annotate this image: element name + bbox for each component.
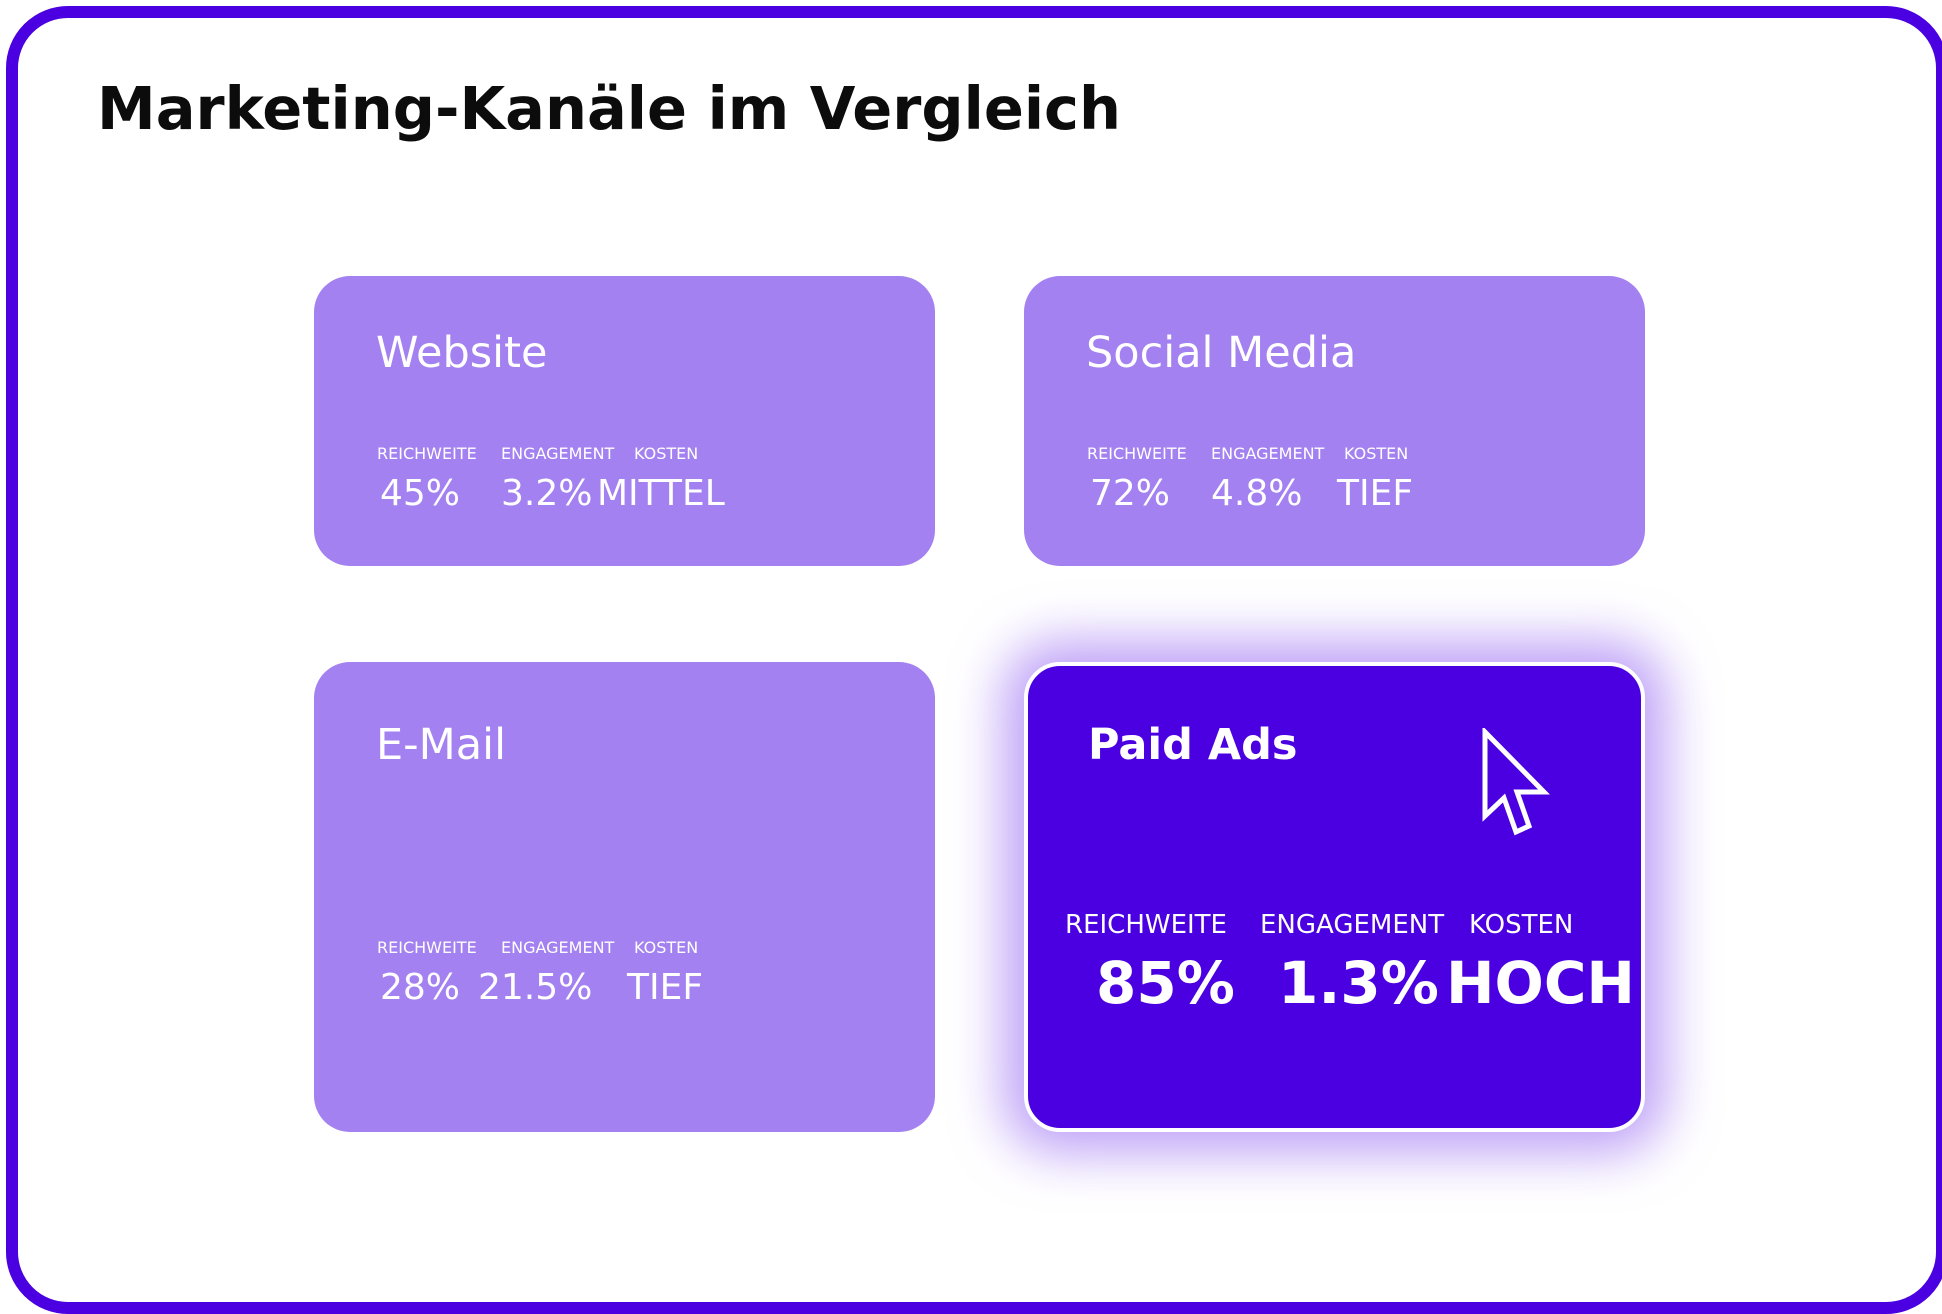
- channel-title: E-Mail: [376, 720, 507, 770]
- page-frame: [6, 6, 1942, 1314]
- reach-label: REICHWEITE: [377, 938, 477, 957]
- cost-label: KOSTEN: [634, 938, 699, 957]
- cost-value: TIEF: [1337, 473, 1414, 514]
- engagement-value: 3.2%: [501, 473, 593, 514]
- channel-card-email[interactable]: E-Mail REICHWEITE ENGAGEMENT KOSTEN 28% …: [314, 662, 935, 1132]
- reach-value: 45%: [380, 473, 461, 514]
- channel-title: Social Media: [1086, 328, 1357, 378]
- reach-value: 28%: [380, 967, 461, 1008]
- reach-label: REICHWEITE: [1087, 444, 1187, 463]
- reach-value: 85%: [1096, 949, 1235, 1017]
- engagement-label: ENGAGEMENT: [1260, 910, 1445, 940]
- reach-label: REICHWEITE: [1065, 910, 1227, 940]
- channel-card-paid-ads[interactable]: Paid Ads REICHWEITE ENGAGEMENT KOSTEN 85…: [1024, 662, 1645, 1132]
- page-title: Marketing-Kanäle im Vergleich: [97, 74, 1122, 143]
- cost-value: MITTEL: [597, 473, 725, 514]
- engagement-value: 4.8%: [1211, 473, 1303, 514]
- reach-label: REICHWEITE: [377, 444, 477, 463]
- cost-value: TIEF: [627, 967, 704, 1008]
- engagement-label: ENGAGEMENT: [501, 938, 615, 957]
- cost-label: KOSTEN: [1344, 444, 1409, 463]
- cost-label: KOSTEN: [634, 444, 699, 463]
- cost-label: KOSTEN: [1469, 910, 1574, 940]
- engagement-label: ENGAGEMENT: [1211, 444, 1325, 463]
- channel-title: Paid Ads: [1088, 720, 1298, 770]
- cost-value: HOCH: [1446, 949, 1635, 1017]
- engagement-value: 1.3%: [1278, 949, 1439, 1017]
- channel-card-website[interactable]: Website REICHWEITE ENGAGEMENT KOSTEN 45%…: [314, 276, 935, 566]
- engagement-label: ENGAGEMENT: [501, 444, 615, 463]
- channel-title: Website: [376, 328, 548, 378]
- mouse-cursor-icon: [1482, 728, 1550, 836]
- reach-value: 72%: [1090, 473, 1171, 514]
- channel-card-social-media[interactable]: Social Media REICHWEITE ENGAGEMENT KOSTE…: [1024, 276, 1645, 566]
- engagement-value: 21.5%: [478, 967, 593, 1008]
